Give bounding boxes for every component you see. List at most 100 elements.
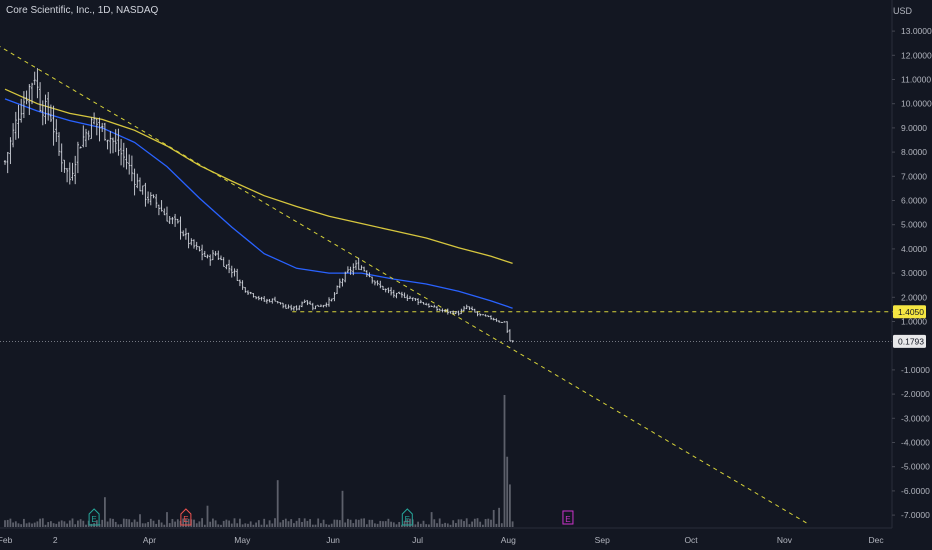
volume-bar [322,519,325,527]
volume-bar [344,522,347,527]
candle [147,191,150,204]
candle [103,122,106,141]
candle [74,155,77,185]
volume-bar [33,522,36,527]
volume-bar [109,518,112,527]
candle [225,264,228,270]
volume-bar [479,521,482,527]
volume-bar [382,521,384,527]
volume-bar [50,521,52,527]
volume-bar [487,518,490,527]
volume-bar [117,524,120,527]
volume-bar [74,524,77,527]
volume-bar [28,522,31,527]
candle [479,313,482,317]
candle [98,117,101,142]
candle [222,257,225,268]
candle [473,308,476,313]
x-tick-label: Nov [777,535,793,545]
y-tick-label: 7.0000 [901,171,927,181]
candle [344,271,347,283]
volume-bar [498,507,500,527]
earnings-icon-frame [180,508,192,526]
candle [14,111,17,140]
candle [36,68,39,99]
volume-bar [422,520,425,527]
candle [419,299,422,304]
volume-bar [220,524,222,527]
candle [190,238,193,246]
volume-bar [85,524,87,527]
volume-bar [163,524,166,527]
price-label-text: 1.4050 [898,307,924,317]
volume-bar [387,518,390,527]
y-tick-label: -2.0000 [901,389,930,399]
volume-bar [428,524,430,527]
candle [87,130,90,141]
volume-bar [20,524,23,527]
candle [155,194,158,208]
volume-bar [446,523,449,527]
y-tick-label: 4.0000 [901,244,927,254]
candle [403,292,406,299]
volume-bar [395,524,398,527]
candle [230,265,233,278]
volume-bar [433,519,436,527]
candle [55,119,58,142]
candle [271,298,274,304]
candle [484,314,487,317]
candle [117,128,120,156]
candle [387,287,390,294]
candle [341,278,344,287]
volume-bar [4,520,6,527]
volume-bar [492,509,495,527]
y-tick-label: 9.0000 [901,123,927,133]
y-tick-label: 12.0000 [901,50,932,60]
candle [228,259,231,274]
volume-bar [120,524,122,527]
candle [93,112,96,125]
candle [363,266,366,272]
candle [441,308,444,313]
candle [322,304,325,308]
candle [336,285,339,294]
volume-bar [39,518,41,527]
candle [268,298,271,303]
candle [298,305,301,311]
volume-bar [187,518,190,527]
volume-bar [241,524,244,527]
earnings-letter: E [405,515,410,524]
earnings-letter: E [565,515,570,524]
candle [214,251,217,257]
volume-bar [284,518,287,527]
candle [25,90,28,105]
volume-bar [236,523,239,527]
candle [438,308,441,311]
volume-bar [82,520,85,527]
candle [360,265,363,271]
volume-bar [9,518,12,527]
candle [368,272,371,278]
volume-bar [176,519,179,527]
price-axis: 13.0000 12.0000 11.0000 10.0000 9.0000 8.0000… [891,0,932,528]
volume-bar [403,520,406,527]
candle [136,173,139,189]
volume-bar [298,518,301,527]
x-tick-label: 2 [53,535,58,545]
volume-bar [63,521,66,527]
price-labels: 1.4050 0.1793 [893,305,926,348]
price-label: 0.1793 [893,334,926,348]
volume-bar [368,519,371,527]
volume-bar [244,523,247,527]
volume-bar [436,523,438,527]
candle [284,304,287,309]
candle [390,287,393,296]
candle [71,162,74,181]
candle [109,131,112,154]
volume-bar [449,524,452,527]
candle [192,239,196,249]
candle [203,250,206,258]
volume-bar [228,520,230,527]
candle [263,296,266,302]
